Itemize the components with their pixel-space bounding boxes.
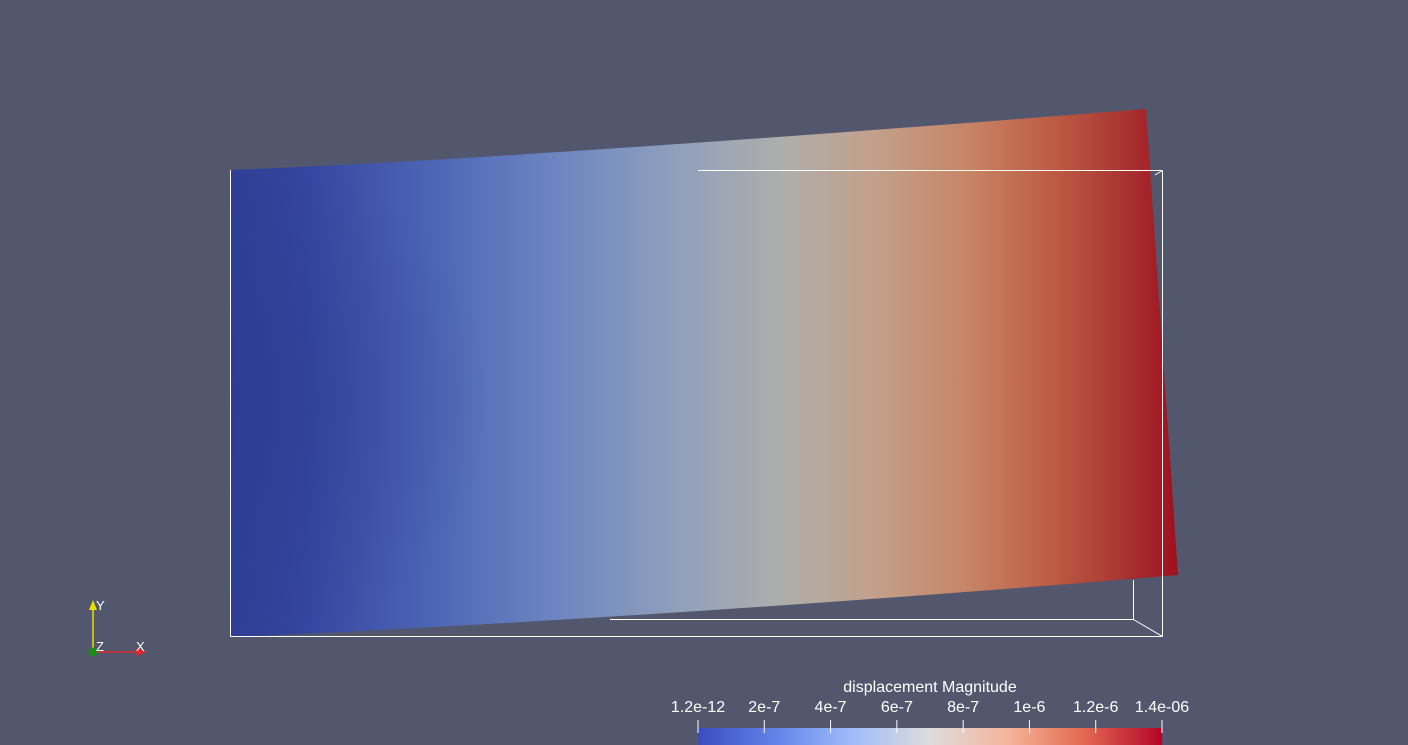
bounding-box-outline xyxy=(230,170,1163,637)
z-axis-dot-icon xyxy=(88,647,98,657)
scalar-bar-tick-label: 8e-7 xyxy=(947,699,980,716)
scalar-bar-tick-label: 1e-6 xyxy=(1013,699,1046,716)
orientation-axes xyxy=(88,600,147,657)
scalar-bar-tick-label: 1.2e-6 xyxy=(1073,699,1119,716)
y-axis-label: Y xyxy=(96,598,105,613)
z-axis-label: Z xyxy=(96,639,104,654)
scalar-bar-tick-label: 6e-7 xyxy=(880,699,913,716)
scalar-bar-tick-label: 4e-7 xyxy=(814,699,847,716)
scalar-bar-ticks xyxy=(697,720,1163,733)
x-axis-arrow-icon xyxy=(136,648,147,656)
scalar-bar[interactable] xyxy=(697,720,1163,745)
scalar-bar-gradient xyxy=(698,728,1162,745)
x-axis-label: X xyxy=(136,639,145,654)
deformed-mesh xyxy=(230,109,1178,636)
y-axis-arrow-icon xyxy=(89,600,97,610)
scalar-bar-title: displacement Magnitude xyxy=(843,679,1017,696)
scalar-bar-tick-label: 2e-7 xyxy=(748,699,781,716)
scalar-bar-tick-label: 1.4e-06 xyxy=(1134,699,1190,716)
scalar-bar-tick-label: 1.2e-12 xyxy=(670,699,726,716)
